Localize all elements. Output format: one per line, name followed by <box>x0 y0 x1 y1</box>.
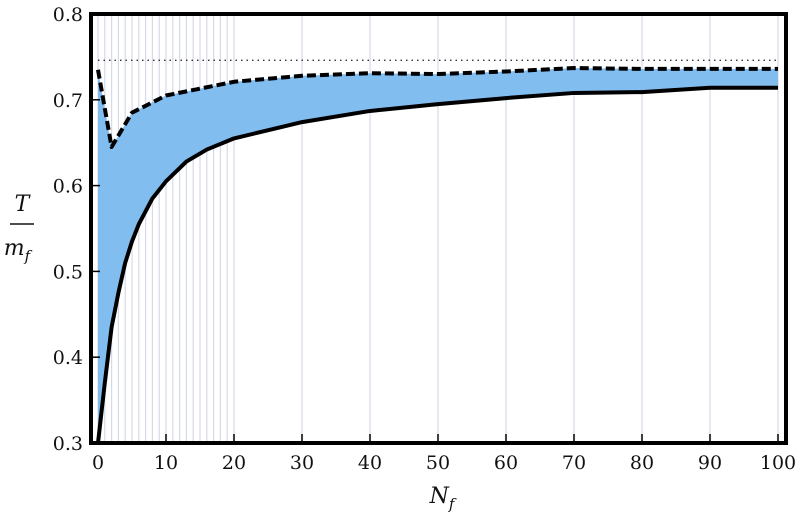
y-tick-label: 0.6 <box>53 176 83 198</box>
x-tick-label: 90 <box>698 452 722 474</box>
x-tick-label: 70 <box>562 452 586 474</box>
x-axis-label-sub: f <box>448 495 457 513</box>
x-tick-label: 0 <box>92 452 104 474</box>
x-tick-label: 50 <box>426 452 450 474</box>
x-axis-ticks: 0 10 20 30 40 50 60 70 80 90 100 <box>92 434 796 474</box>
x-tick-label: 100 <box>760 452 796 474</box>
x-tick-label: 10 <box>154 452 178 474</box>
gridlines <box>97 14 779 443</box>
x-tick-label: 40 <box>358 452 382 474</box>
x-axis-label-main: N <box>429 484 450 509</box>
x-tick-label: 30 <box>290 452 314 474</box>
y-axis-label: T mf <box>4 192 34 265</box>
y-axis-label-numerator: T <box>15 192 32 217</box>
upper-bound-line <box>96 66 778 149</box>
y-axis-label-denominator-main: m <box>4 236 25 261</box>
y-axis-ticks: 0.3 0.4 0.5 0.6 0.7 0.8 <box>53 4 100 455</box>
lower-bound-line <box>96 85 778 444</box>
y-tick-label: 0.8 <box>53 4 83 26</box>
y-axis-label-denominator-sub: f <box>24 247 33 265</box>
x-tick-label: 60 <box>494 452 518 474</box>
y-tick-label: 0.7 <box>53 90 83 112</box>
confidence-band <box>98 68 778 444</box>
y-tick-label: 0.3 <box>53 433 83 455</box>
x-tick-label: 80 <box>630 452 654 474</box>
x-axis-label: Nf <box>429 484 457 513</box>
x-tick-label: 20 <box>222 452 246 474</box>
y-tick-label: 0.4 <box>53 347 83 369</box>
y-tick-label: 0.5 <box>53 261 83 283</box>
y-axis-label-denominator: mf <box>4 236 33 265</box>
